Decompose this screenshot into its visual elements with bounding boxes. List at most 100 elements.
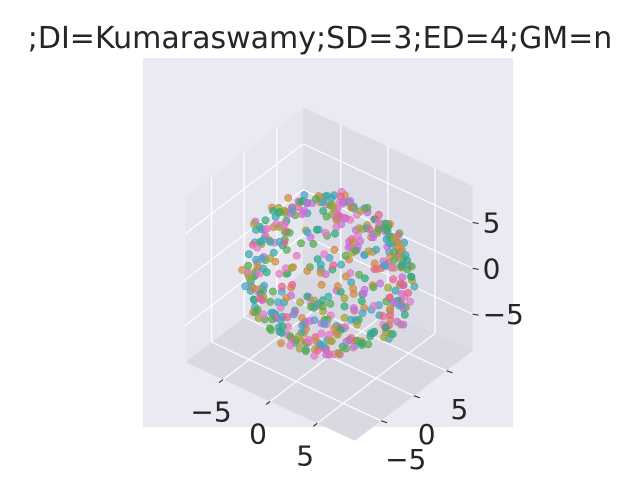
scatter-point — [320, 250, 329, 259]
x-tick-mark — [312, 422, 318, 427]
scatter-point — [298, 314, 306, 322]
scatter-point — [310, 351, 319, 360]
scatter-point — [271, 257, 280, 266]
scatter-point — [288, 205, 297, 213]
scatter-point — [355, 224, 364, 232]
y-tick-mark — [446, 370, 453, 374]
scatter-point — [330, 245, 339, 254]
scatter-point — [337, 260, 346, 269]
y-gridline — [276, 291, 447, 372]
scatter-point — [355, 270, 363, 279]
scatter-point — [317, 280, 326, 289]
scatter-point — [369, 233, 378, 242]
scatter-point — [329, 261, 338, 270]
scatter-point — [353, 320, 361, 329]
z-tick-label: 5 — [483, 207, 501, 240]
scatter-point — [286, 341, 294, 350]
scatter-point — [283, 313, 291, 322]
scatter-point — [382, 235, 391, 244]
scatter-point — [262, 268, 271, 277]
scatter-point — [387, 329, 396, 338]
z-tick-mark — [472, 222, 479, 225]
scatter-point — [241, 282, 250, 291]
scatter-point — [374, 218, 383, 227]
scatter-point — [347, 334, 356, 343]
z-gridline — [184, 143, 304, 235]
scatter-point — [381, 261, 389, 270]
scatter-point — [391, 286, 400, 295]
scatter-point — [379, 312, 387, 320]
scatter-point — [250, 220, 258, 228]
scatter-point — [303, 266, 312, 275]
x-tick-label: 5 — [296, 439, 314, 472]
scatter-point — [382, 225, 390, 234]
scatter-point — [393, 317, 401, 326]
scatter-point — [384, 283, 392, 292]
scatter-point — [312, 194, 320, 203]
z-gridline — [184, 189, 304, 281]
y-tick-label: 0 — [418, 418, 436, 451]
scatter-point — [358, 309, 367, 318]
scatter-point — [266, 237, 275, 246]
scatter-point — [369, 283, 378, 292]
scatter-point — [256, 294, 265, 303]
scatter-point — [333, 282, 342, 291]
scatter-point — [294, 332, 303, 341]
y-tick-mark — [413, 395, 420, 399]
scatter-point — [278, 282, 286, 291]
scatter-point — [349, 304, 358, 313]
scatter-point — [321, 228, 330, 237]
scatter-point — [245, 273, 254, 282]
scatter-point — [269, 248, 278, 257]
scatter-point — [397, 261, 406, 270]
scatter-point — [267, 326, 275, 334]
scatter-point — [266, 297, 275, 306]
scatter-point — [320, 320, 329, 328]
scatter-point — [370, 265, 379, 273]
scatter-point — [317, 329, 326, 338]
y-tick-label: −5 — [385, 443, 426, 476]
scatter-point — [306, 302, 315, 311]
scatter-point — [292, 251, 301, 260]
scatter-point — [366, 332, 375, 341]
scatter-point — [303, 292, 312, 301]
scatter-point — [376, 279, 384, 288]
scatter-point — [260, 281, 268, 290]
scatter-point — [340, 294, 349, 303]
scatter-point — [285, 228, 294, 237]
scatter-point — [357, 297, 366, 305]
scatter-point — [386, 304, 395, 313]
scatter-point — [360, 274, 369, 283]
scatter-point — [298, 321, 307, 330]
scatter-point — [365, 225, 374, 234]
x-tick-label: 0 — [249, 417, 267, 450]
x-tick-mark — [265, 401, 271, 405]
scatter-point — [334, 348, 343, 357]
scatter-point — [280, 220, 289, 229]
y-tick-label: 5 — [451, 393, 469, 426]
scatter-point — [249, 284, 257, 292]
scatter-point — [370, 301, 378, 310]
scatter-point — [249, 295, 258, 304]
z-gridline — [302, 143, 473, 224]
scatter-point — [333, 330, 342, 339]
scatter-point — [277, 328, 286, 337]
scatter-point — [288, 280, 297, 289]
scatter-point — [386, 311, 395, 319]
scatter-point — [244, 250, 253, 259]
scatter-point — [322, 212, 331, 221]
y-tick-mark — [380, 420, 388, 424]
scatter-point — [301, 347, 310, 355]
scatter-point — [351, 246, 360, 255]
scatter-point — [313, 346, 322, 355]
scatter-point — [309, 239, 318, 248]
scatter-point — [374, 224, 383, 233]
scatter-point — [275, 269, 284, 278]
scatter-point — [268, 287, 277, 296]
scatter-point — [341, 251, 350, 260]
scatter-point — [303, 228, 312, 237]
scatter-point — [263, 224, 271, 233]
scatter-point — [342, 344, 350, 353]
scatter-point — [268, 315, 277, 324]
